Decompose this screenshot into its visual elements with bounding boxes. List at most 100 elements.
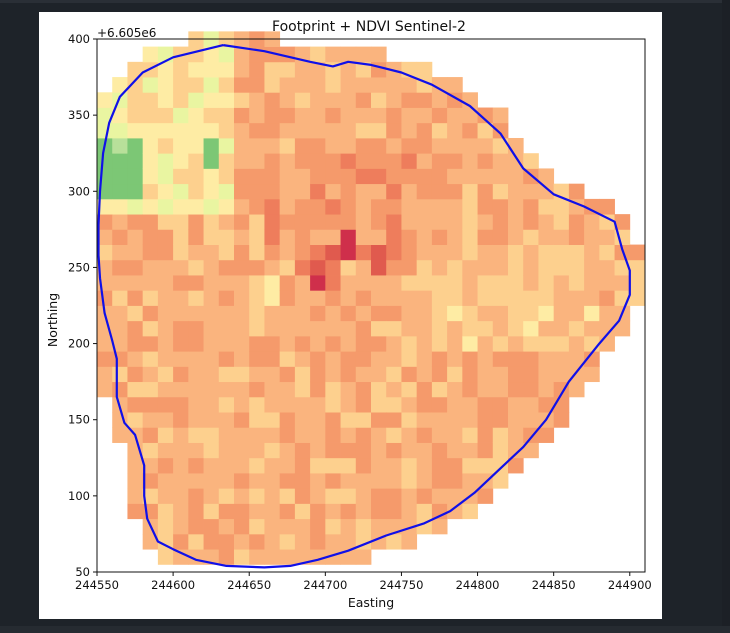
ndvi-cell [492,366,509,383]
ndvi-cell [264,503,281,520]
ndvi-cell [477,214,494,230]
ndvi-cell [294,396,311,413]
ndvi-cell [249,442,265,459]
ndvi-cell [203,168,220,185]
ndvi-cell [142,214,159,230]
ndvi-cell [447,488,463,504]
ndvi-cell [416,137,433,154]
ndvi-cell [340,229,357,245]
ndvi-cell [371,46,387,63]
ndvi-cell [234,320,250,337]
ndvi-cell [416,442,433,459]
ndvi-cell [508,335,524,352]
ndvi-cell [112,381,128,398]
ndvi-cell [279,92,296,108]
ndvi-cell [492,214,509,230]
ndvi-cell [127,366,144,383]
ndvi-cell [264,488,281,504]
ndvi-cell [310,46,326,63]
ndvi-cell [508,229,524,245]
ndvi-cell [249,518,265,535]
ndvi-cell [279,396,296,413]
ndvi-cell [142,183,159,200]
ndvi-cell [234,122,250,139]
ndvi-cell [279,61,296,78]
ndvi-cell [416,488,433,504]
ndvi-cell [477,488,494,504]
ndvi-cell [142,244,159,261]
ndvi-cell [508,320,524,337]
ndvi-cell [310,518,326,535]
ndvi-cell [97,214,113,230]
ndvi-cell [264,183,281,200]
ndvi-cell [492,457,509,474]
ndvi-cell [629,275,646,291]
ndvi-cell [188,46,204,63]
ndvi-cell [340,137,357,154]
ndvi-cell [188,61,204,78]
ndvi-cell [386,442,402,459]
ndvi-cell [173,275,189,291]
ndvi-cell [188,396,204,413]
ndvi-cell [188,275,204,291]
ndvi-cell [173,457,189,474]
ndvi-cell [355,518,372,535]
ndvi-cell [386,412,402,428]
ndvi-cell [203,229,220,245]
ndvi-cell [462,198,478,215]
ndvi-cell [218,122,235,139]
ndvi-cell [112,122,128,139]
ndvi-cell [431,183,448,200]
ndvi-cell [599,320,615,337]
ndvi-cell [218,61,235,78]
ndvi-cell [188,214,204,230]
ndvi-cell [431,442,448,459]
ndvi-cell [234,396,250,413]
ndvi-cell [568,214,585,230]
ndvi-cell [386,335,402,352]
ndvi-cell [234,107,250,124]
ndvi-cell [188,137,204,154]
plot-frame [96,38,646,573]
ndvi-cell [386,77,402,93]
ndvi-cell [553,412,570,428]
ndvi-cell [523,183,539,200]
ndvi-cell [447,396,463,413]
ndvi-cell [371,488,387,504]
ndvi-cell [127,61,144,78]
ndvi-cell [264,396,281,413]
ndvi-cell [310,427,326,443]
ndvi-cell [599,198,615,215]
ndvi-cell [142,290,159,306]
ndvi-cell [508,259,524,276]
ndvi-cell [173,366,189,383]
ndvi-cell [462,473,478,489]
ndvi-cell [401,107,418,124]
ndvi-cell [462,290,478,306]
ndvi-cell [188,290,204,306]
ndvi-cell [127,412,144,428]
ndvi-cell [188,92,204,108]
ndvi-cell [538,396,555,413]
ndvi-cell [294,244,311,261]
ndvi-cell [325,137,341,154]
ndvi-cell [431,518,448,535]
ndvi-cell [447,290,463,306]
ndvi-cell [264,229,281,245]
ndvi-cell [127,153,144,169]
ndvi-cell [431,153,448,169]
ndvi-cell [234,61,250,78]
ndvi-cell [325,107,341,124]
ndvi-cell [629,244,646,261]
ndvi-cell [234,229,250,245]
ndvi-cell [386,381,402,398]
ndvi-cell [371,305,387,322]
ndvi-cell [355,137,372,154]
ndvi-cell [203,351,220,367]
ndvi-cell [386,214,402,230]
ndvi-cell [310,381,326,398]
ndvi-cell [112,168,128,185]
ndvi-cell [401,168,418,185]
ndvi-cell [355,442,372,459]
ndvi-cell [127,214,144,230]
